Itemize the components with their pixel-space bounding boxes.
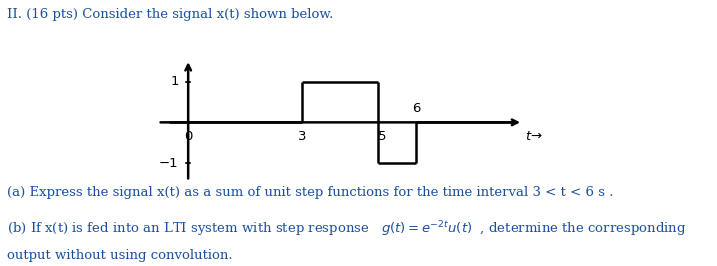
Text: (a) Express the signal x(t) as a sum of unit step functions for the time interva: (a) Express the signal x(t) as a sum of … [7, 186, 614, 199]
Text: 6: 6 [412, 102, 421, 115]
Text: 0: 0 [184, 130, 192, 143]
Text: II. (16 pts) Consider the signal x(t) shown below.: II. (16 pts) Consider the signal x(t) sh… [7, 8, 333, 21]
Text: output without using convolution.: output without using convolution. [7, 249, 233, 262]
Text: −1: −1 [159, 157, 179, 169]
Text: 3: 3 [298, 130, 307, 143]
Text: 1: 1 [170, 75, 179, 88]
Text: 5: 5 [379, 130, 387, 143]
Text: (b) If x(t) is fed into an LTI system with step response   $g(t)=e^{-2t}u(t)$  ,: (b) If x(t) is fed into an LTI system wi… [7, 219, 687, 239]
Text: $t$→: $t$→ [525, 130, 543, 143]
